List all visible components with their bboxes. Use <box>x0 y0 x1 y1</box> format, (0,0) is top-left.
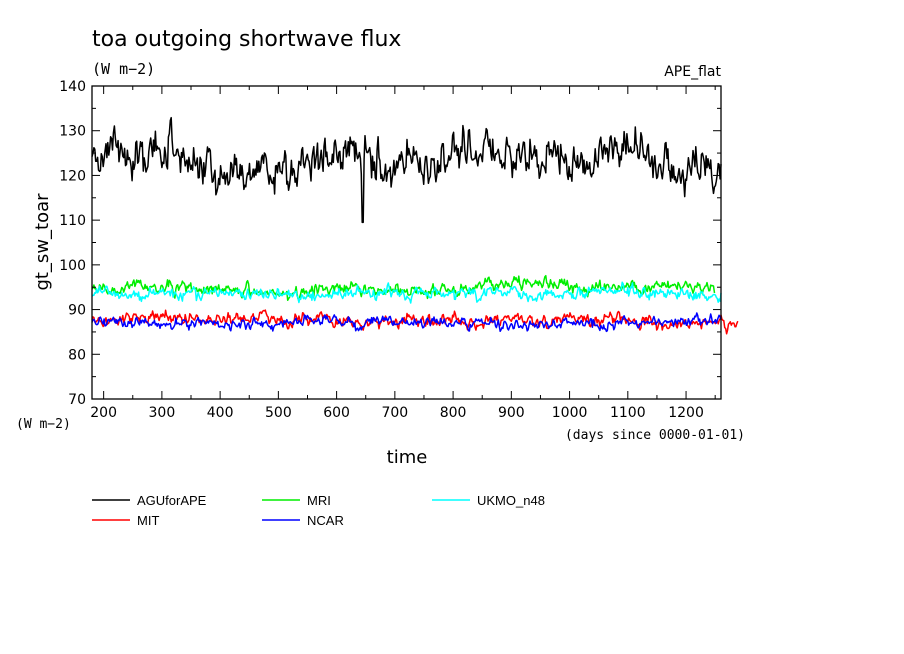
x-tick-label: 300 <box>149 405 176 421</box>
legend-label-aguforape: AGUforAPE <box>137 493 207 508</box>
y-tick-label: 100 <box>59 258 86 274</box>
x-axis-label: time <box>387 447 428 468</box>
legend-label-ncar: NCAR <box>307 513 344 528</box>
ticks-layer: 200 300 400 500 600 700 800 900 1000 1100 1200 70 80… <box>59 79 721 421</box>
legend: AGUforAPE MIT MRI NCAR UKMO_n48 <box>92 493 545 528</box>
x-tick-label: 500 <box>265 405 292 421</box>
y-tick-label: 120 <box>59 168 86 184</box>
y-tick-label: 70 <box>68 392 86 408</box>
x-tick-label: 1100 <box>610 405 646 421</box>
y-tick-label: 130 <box>59 124 86 140</box>
legend-label-mri: MRI <box>307 493 331 508</box>
x-tick-label: 700 <box>381 405 408 421</box>
legend-label-ukmo_n48: UKMO_n48 <box>477 493 545 508</box>
x-tick-label: 800 <box>440 405 467 421</box>
y-tick-label: 80 <box>68 347 86 363</box>
legend-label-mit: MIT <box>137 513 159 528</box>
y-tick-label: 90 <box>68 303 86 319</box>
y-axis-label: gt_sw_toar <box>32 193 53 291</box>
x-tick-label: 1000 <box>552 405 588 421</box>
chart-subtitle: (W m−2) <box>92 60 155 78</box>
chart-title: toa outgoing shortwave flux <box>92 27 401 52</box>
y-axis-unit: (W m−2) <box>16 417 71 432</box>
series-line-ncar <box>91 312 722 333</box>
series-line-aguforape <box>91 116 722 224</box>
series-line-ukmo_n48 <box>91 281 722 304</box>
x-tick-label: 900 <box>498 405 525 421</box>
experiment-label: APE_flat <box>664 64 721 80</box>
x-axis-unit: (days since 0000-01-01) <box>565 428 745 443</box>
plot-frame <box>91 85 722 400</box>
x-tick-label: 600 <box>323 405 350 421</box>
series-layer <box>91 116 739 335</box>
x-tick-label: 1200 <box>668 405 704 421</box>
x-tick-label: 400 <box>207 405 234 421</box>
x-tick-label: 200 <box>90 405 117 421</box>
y-tick-label: 110 <box>59 213 86 229</box>
y-tick-label: 140 <box>59 79 86 95</box>
